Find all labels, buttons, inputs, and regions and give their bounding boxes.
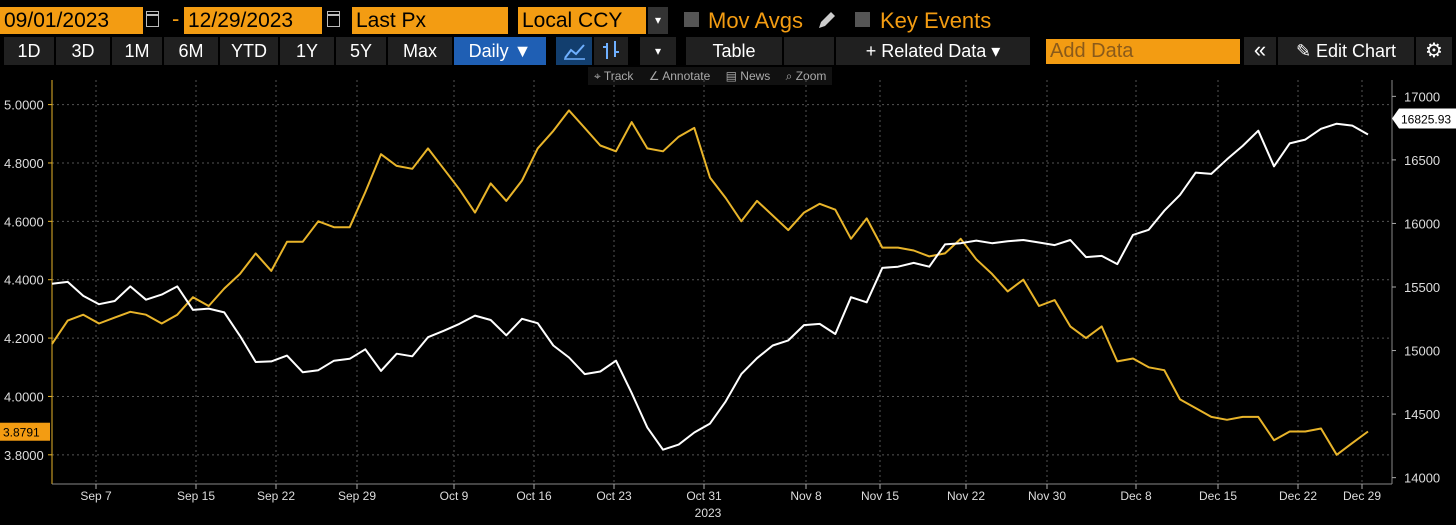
chart-lines	[51, 109, 1369, 456]
mov-avgs-checkbox[interactable]	[684, 12, 699, 27]
related-data-button[interactable]: + Related Data ▾	[836, 37, 1030, 65]
currency-selector[interactable]: Local CCY	[518, 7, 646, 34]
period-1y[interactable]: 1Y	[280, 37, 334, 65]
left-tick-label: 4.4000	[4, 273, 44, 288]
toolbar-spacer	[784, 37, 834, 65]
x-tick-label: Nov 30	[1028, 489, 1066, 503]
period-6m[interactable]: 6M	[164, 37, 218, 65]
key-events-checkbox[interactable]	[855, 12, 870, 27]
date-separator: -	[172, 6, 180, 31]
add-data-input[interactable]: Add Data	[1046, 39, 1240, 64]
left-axis: 5.0000 4.8000 4.6000 4.4000 4.2000 4.0000 3.80…	[4, 80, 53, 484]
edit-chart-button[interactable]: ✎ Edit Chart	[1278, 37, 1414, 65]
left-tick-label: 4.8000	[4, 156, 44, 171]
x-tick-label: Sep 29	[338, 489, 376, 503]
last-value-labels: 3.8791 16825.93	[0, 108, 1456, 441]
bar-chart-icon[interactable]	[594, 37, 628, 65]
left-tick-label: 4.0000	[4, 389, 44, 404]
field-selector[interactable]: Last Px	[352, 7, 508, 34]
right-tick-label: 16000	[1404, 216, 1440, 231]
left-tick-label: 3.8000	[4, 448, 44, 463]
period-1d[interactable]: 1D	[4, 37, 54, 65]
end-date-field[interactable]: 12/29/2023	[184, 7, 322, 34]
right-last-value: 16825.93	[1401, 112, 1451, 126]
chart-tools-bar: ⌖ Track ∠ Annotate ▤ News ⌕ Zoom	[588, 67, 833, 85]
left-tick-label: 5.0000	[4, 98, 44, 113]
right-tick-label: 17000	[1404, 89, 1440, 104]
x-tick-label: Sep 15	[177, 489, 215, 503]
x-tick-label: Nov 8	[790, 489, 822, 503]
pencil-icon[interactable]	[815, 9, 839, 33]
x-tick-label: Oct 16	[516, 489, 552, 503]
track-tool[interactable]: ⌖ Track	[594, 69, 634, 83]
x-tick-label: Oct 23	[596, 489, 632, 503]
frequency-dropdown[interactable]: Daily ▼	[454, 37, 546, 65]
end-calendar-icon[interactable]	[327, 11, 340, 27]
right-tick-label: 15500	[1404, 280, 1440, 295]
x-year-label: 2023	[695, 506, 722, 520]
start-calendar-icon[interactable]	[146, 11, 159, 27]
x-tick-label: Sep 22	[257, 489, 295, 503]
annotate-tool[interactable]: ∠ Annotate	[648, 69, 711, 83]
left-tick-label: 4.2000	[4, 331, 44, 346]
currency-dropdown-icon[interactable]: ▾	[648, 7, 668, 34]
period-5y[interactable]: 5Y	[336, 37, 386, 65]
right-tick-label: 14500	[1404, 407, 1440, 422]
left-last-value-box	[0, 422, 50, 441]
right-tick-label: 14000	[1404, 471, 1440, 486]
mov-avgs-label[interactable]: Mov Avgs	[708, 8, 803, 33]
key-events-label[interactable]: Key Events	[880, 8, 992, 33]
period-1m[interactable]: 1M	[112, 37, 162, 65]
line-chart-icon[interactable]	[556, 37, 592, 65]
right-tick-label: 15000	[1404, 344, 1440, 359]
chart-grid	[52, 80, 1392, 484]
series-line-index	[51, 122, 1369, 451]
collapse-button[interactable]: «	[1244, 37, 1276, 65]
x-tick-label: Nov 15	[861, 489, 899, 503]
right-last-value-box	[1392, 108, 1456, 129]
chart-type-dropdown-icon[interactable]: ▾	[640, 37, 676, 65]
series-line-yield	[51, 109, 1369, 456]
period-3d[interactable]: 3D	[56, 37, 110, 65]
table-button[interactable]: Table	[686, 37, 782, 65]
news-tool[interactable]: ▤ News	[725, 69, 771, 83]
x-tick-label: Dec 29	[1343, 489, 1381, 503]
right-axis: 17000 16500 16000 15500 15000 14500 14000	[1391, 80, 1440, 486]
toolbar-row: 1D 3D 1M 6M YTD 1Y 5Y Max Daily ▼ ▾ Tabl…	[0, 37, 1456, 66]
left-tick-label: 4.6000	[4, 214, 44, 229]
x-tick-label: Sep 7	[80, 489, 112, 503]
right-tick-label: 16500	[1404, 153, 1440, 168]
period-ytd[interactable]: YTD	[220, 37, 278, 65]
x-tick-label: Dec 8	[1120, 489, 1152, 503]
x-tick-label: Dec 22	[1279, 489, 1317, 503]
settings-icon[interactable]: ⚙	[1416, 37, 1452, 65]
x-axis: Sep 7 Sep 15 Sep 22 Sep 29 Oct 9 Oct 16 Oct 23…	[52, 483, 1392, 520]
x-tick-label: Nov 22	[947, 489, 985, 503]
x-tick-label: Oct 9	[440, 489, 469, 503]
header-row: 09/01/2023 - 12/29/2023 Last Px Local CC…	[0, 0, 1456, 38]
start-date-field[interactable]: 09/01/2023	[0, 7, 143, 34]
zoom-tool[interactable]: ⌕ Zoom	[785, 69, 827, 83]
left-last-value: 3.8791	[3, 426, 40, 440]
x-tick-label: Oct 31	[686, 489, 722, 503]
period-max[interactable]: Max	[388, 37, 452, 65]
x-tick-label: Dec 15	[1199, 489, 1237, 503]
